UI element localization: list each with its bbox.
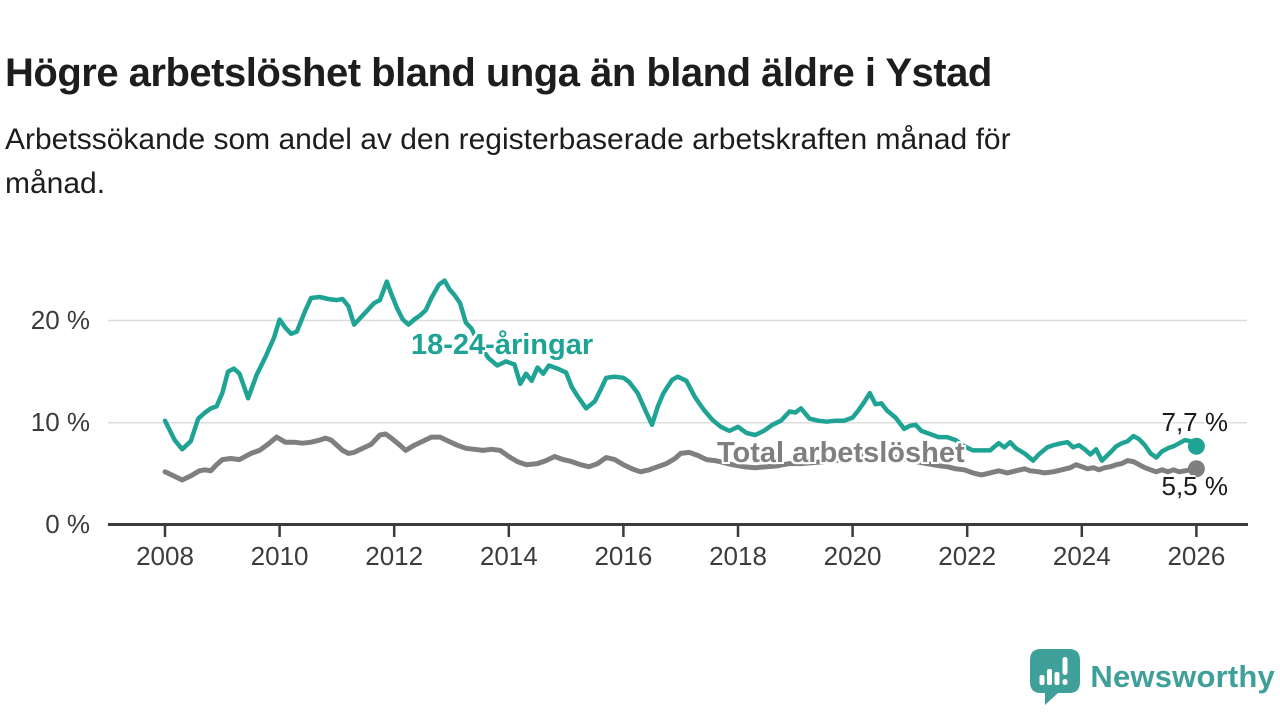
- chart-speech-bubble-icon: [1030, 649, 1081, 705]
- subtitle-line-1: Arbetssökande som andel av den registerb…: [5, 123, 1011, 156]
- subtitle-line-2: månad.: [5, 167, 106, 200]
- x-tick-label: 2014: [479, 541, 538, 571]
- x-tick-label: 2010: [250, 541, 309, 571]
- x-tick-label: 2012: [365, 541, 424, 571]
- end-value-label-young: 7,7 %: [1161, 407, 1229, 437]
- page-title: Högre arbetslöshet bland unga än bland ä…: [5, 50, 992, 95]
- brand-name: Newsworthy: [1090, 659, 1275, 694]
- series-lines: [162, 278, 1199, 483]
- end-value-label-total: 5,5 %: [1161, 471, 1229, 501]
- gridlines: [108, 319, 1247, 424]
- x-tick-label: 2022: [938, 541, 997, 571]
- x-tick-label: 2020: [823, 541, 882, 571]
- x-tick-label: 2018: [709, 541, 767, 571]
- x-axis: [108, 523, 1248, 537]
- y-tick-label: 10 %: [30, 406, 90, 437]
- series-label-total: Total arbetslöshet: [717, 437, 965, 469]
- newsworthy-logo: Newsworthy: [1029, 648, 1275, 706]
- x-tick-label: 2026: [1167, 541, 1226, 571]
- chart-subtitle: Arbetssökande som andel av den registerb…: [5, 118, 1011, 206]
- series-label-young: 18-24-åringar: [411, 329, 594, 361]
- y-tick-label: 0 %: [45, 508, 90, 539]
- x-tick-label: 2008: [136, 541, 194, 571]
- x-tick-label: 2024: [1052, 541, 1111, 571]
- y-tick-label: 20 %: [30, 304, 90, 335]
- x-tick-label: 2016: [594, 541, 653, 571]
